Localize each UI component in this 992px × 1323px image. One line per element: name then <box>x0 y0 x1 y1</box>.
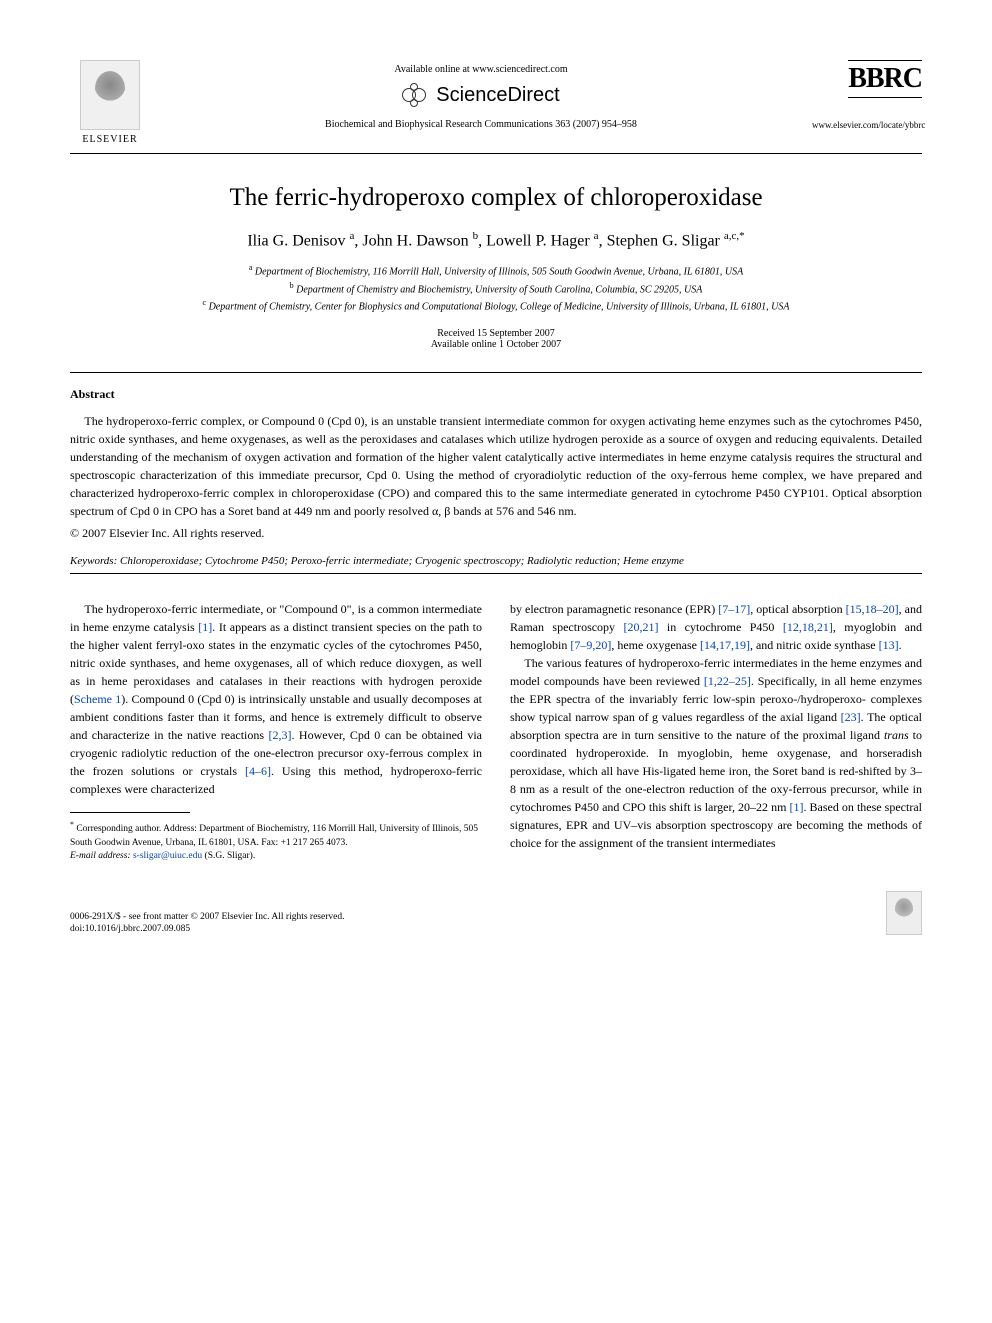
ref-link[interactable]: [1] <box>789 800 803 814</box>
ref-link[interactable]: [23] <box>841 710 861 724</box>
ref-link[interactable]: [4–6] <box>245 764 271 778</box>
col2-para2: The various features of hydroperoxo-ferr… <box>510 654 922 852</box>
corresponding-author-footnote: * Corresponding author. Address: Departm… <box>70 819 482 850</box>
authors-line: Ilia G. Denisov a, John H. Dawson b, Low… <box>70 230 922 250</box>
affiliations: a Department of Biochemistry, 116 Morril… <box>70 262 922 314</box>
article-dates: Received 15 September 2007 Available onl… <box>70 328 922 350</box>
issn-line: 0006-291X/$ - see front matter © 2007 El… <box>70 911 344 923</box>
column-left: The hydroperoxo-ferric intermediate, or … <box>70 600 482 863</box>
affiliation-b: b Department of Chemistry and Biochemist… <box>70 280 922 297</box>
article-title: The ferric-hydroperoxo complex of chloro… <box>70 184 922 212</box>
header-rule <box>70 153 922 154</box>
journal-citation: Biochemical and Biophysical Research Com… <box>150 119 812 130</box>
ref-link[interactable]: [1] <box>198 620 212 634</box>
bbrc-logo: BBRC <box>848 60 922 98</box>
sciencedirect-icon <box>402 81 430 109</box>
bbrc-url: www.elsevier.com/locate/ybbrc <box>812 120 922 130</box>
col2-para1: by electron paramagnetic resonance (EPR)… <box>510 600 922 654</box>
ref-link[interactable]: [7–17] <box>718 602 750 616</box>
footnote-separator <box>70 812 190 813</box>
keywords-label: Keywords: <box>70 555 117 567</box>
ref-link[interactable]: [2,3] <box>269 728 292 742</box>
sciencedirect-logo-row: ScienceDirect <box>150 81 812 109</box>
keywords-list: Chloroperoxidase; Cytochrome P450; Perox… <box>120 555 684 567</box>
affiliation-a: a Department of Biochemistry, 116 Morril… <box>70 262 922 279</box>
abstract-body: The hydroperoxo-ferric complex, or Compo… <box>70 412 922 520</box>
footer-left: 0006-291X/$ - see front matter © 2007 El… <box>70 911 344 936</box>
abstract-rule-bottom <box>70 573 922 574</box>
ref-link[interactable]: [12,18,21] <box>783 620 833 634</box>
page-header: ELSEVIER Available online at www.science… <box>70 60 922 145</box>
email-link[interactable]: s-sligar@uiuc.edu <box>133 851 202 861</box>
elsevier-footer-icon <box>886 891 922 935</box>
abstract-copyright: © 2007 Elsevier Inc. All rights reserved… <box>70 526 922 541</box>
bbrc-block: BBRC www.elsevier.com/locate/ybbrc <box>812 60 922 130</box>
page-footer: 0006-291X/$ - see front matter © 2007 El… <box>70 891 922 935</box>
ref-link[interactable]: [15,18–20] <box>846 602 899 616</box>
received-date: Received 15 September 2007 <box>70 328 922 339</box>
email-footnote: E-mail address: s-sligar@uiuc.edu (S.G. … <box>70 850 482 863</box>
column-right: by electron paramagnetic resonance (EPR)… <box>510 600 922 863</box>
col1-para1: The hydroperoxo-ferric intermediate, or … <box>70 600 482 798</box>
affiliation-c: c Department of Chemistry, Center for Bi… <box>70 297 922 314</box>
ref-link[interactable]: [20,21] <box>623 620 658 634</box>
ref-link[interactable]: [13] <box>879 638 899 652</box>
doi-line: doi:10.1016/j.bbrc.2007.09.085 <box>70 923 344 935</box>
keywords-line: Keywords: Chloroperoxidase; Cytochrome P… <box>70 555 922 567</box>
ref-link[interactable]: [14,17,19] <box>700 638 750 652</box>
ref-link[interactable]: [1,22–25] <box>704 674 751 688</box>
abstract-heading: Abstract <box>70 387 922 402</box>
center-header: Available online at www.sciencedirect.co… <box>150 60 812 130</box>
elsevier-logo-block: ELSEVIER <box>70 60 150 145</box>
email-label: E-mail address: <box>70 851 131 861</box>
body-columns: The hydroperoxo-ferric intermediate, or … <box>70 600 922 863</box>
available-date: Available online 1 October 2007 <box>70 339 922 350</box>
available-online-text: Available online at www.sciencedirect.co… <box>150 64 812 75</box>
sciencedirect-text: ScienceDirect <box>436 84 559 107</box>
elsevier-label: ELSEVIER <box>82 134 137 145</box>
elsevier-tree-icon <box>80 60 140 130</box>
ref-link[interactable]: [7–9,20] <box>570 638 611 652</box>
scheme-link[interactable]: Scheme 1 <box>74 692 121 706</box>
abstract-rule-top <box>70 372 922 373</box>
